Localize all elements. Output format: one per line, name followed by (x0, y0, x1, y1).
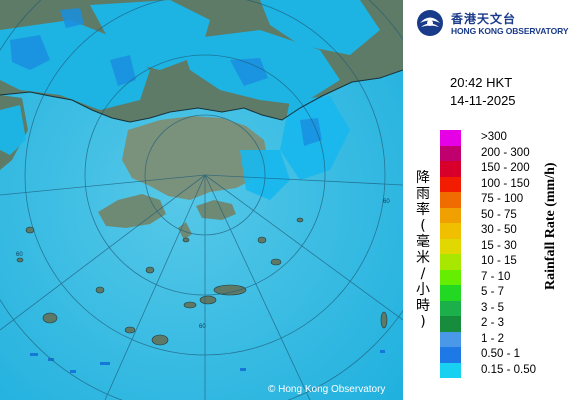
legend-swatch (440, 347, 461, 363)
legend-label: 3 - 5 (481, 301, 505, 314)
legend-label: 200 - 300 (481, 146, 530, 159)
legend-label: 75 - 100 (481, 193, 524, 205)
range-label-south: 60 (199, 324, 206, 330)
legend-title-chinese-char: 降 (416, 170, 430, 186)
legend-swatch (440, 207, 461, 223)
legend-swatch (440, 362, 461, 378)
legend-swatch (440, 176, 461, 192)
legend-swatch (440, 145, 461, 161)
legend-swatch (440, 238, 461, 254)
legend-label: 5 - 7 (481, 286, 505, 298)
radar-echoes-dark (10, 8, 322, 146)
legend-swatch (440, 223, 461, 239)
legend-panel: 香港天文台 HONG KONG OBSERVATORY 20:42 HKT 14… (403, 0, 577, 400)
legend-swatch (440, 269, 461, 285)
legend-label: 30 - 50 (481, 224, 517, 236)
legend-title-chinese-char: ) (420, 314, 426, 330)
legend-title-chinese-char: 米 (416, 250, 430, 266)
radar-map[interactable]: 60 60 60 © Hong Kong Observatory (0, 0, 403, 400)
lantau-island (98, 194, 166, 228)
hk-island (196, 200, 236, 220)
legend-color-bar (440, 130, 461, 378)
legend-swatch (440, 300, 461, 316)
legend-swatch (440, 331, 461, 347)
legend-swatch (440, 285, 461, 301)
legend-label: 150 - 200 (481, 162, 530, 174)
legend-label: 15 - 30 (481, 239, 517, 252)
copyright-notice: © Hong Kong Observatory (268, 384, 386, 395)
range-label-east: 60 (383, 199, 390, 205)
hko-logo[interactable]: 香港天文台 HONG KONG OBSERVATORY (415, 8, 575, 38)
lamma-island (178, 222, 192, 240)
legend-title-chinese-char: 時 (416, 298, 430, 314)
legend-title-chinese-char: 雨 (416, 186, 430, 202)
org-name-chinese: 香港天文台 (451, 12, 517, 26)
legend-swatch (440, 254, 461, 270)
legend-swatch (440, 316, 461, 332)
legend-title-chinese: 降雨率(毫米 / 小時) (415, 170, 431, 330)
legend-label: 2 - 3 (481, 317, 505, 329)
legend-label: 10 - 15 (481, 255, 517, 267)
range-label-west: 60 (16, 252, 23, 258)
legend-label: 0.15 - 0.50 (481, 363, 536, 376)
legend-title-chinese-char: 毫 (416, 234, 430, 250)
legend-title-chinese-char: 率 (416, 202, 430, 218)
islands (16, 217, 388, 346)
legend-title-english: Rainfall Rate (mm/h) (543, 162, 558, 290)
range-rings (0, 0, 403, 400)
hko-logo-icon (417, 10, 443, 36)
legend-labels: >300 200 - 300 150 - 200 100 - 150 75 - 100 5… (481, 130, 551, 378)
org-name-english: HONG KONG OBSERVATORY (451, 26, 569, 36)
observation-date: 14-11-2025 (450, 93, 516, 108)
legend-title-chinese-char: 小 (416, 282, 430, 298)
legend-label: >300 (481, 131, 507, 143)
legend-label: 7 - 10 (481, 270, 511, 283)
legend-swatch (440, 130, 461, 146)
legend-swatch (440, 192, 461, 208)
legend-label: 0.50 - 1 (481, 348, 520, 360)
legend-label: 1 - 2 (481, 332, 505, 345)
legend-title-chinese-char: / (420, 266, 426, 282)
legend-label: 100 - 150 (481, 177, 530, 190)
legend-label: 50 - 75 (481, 208, 517, 221)
coastline (0, 69, 403, 123)
legend-swatch (440, 161, 461, 177)
observation-time: 20:42 HKT (450, 75, 513, 90)
legend-title-chinese-char: ( (420, 218, 426, 234)
